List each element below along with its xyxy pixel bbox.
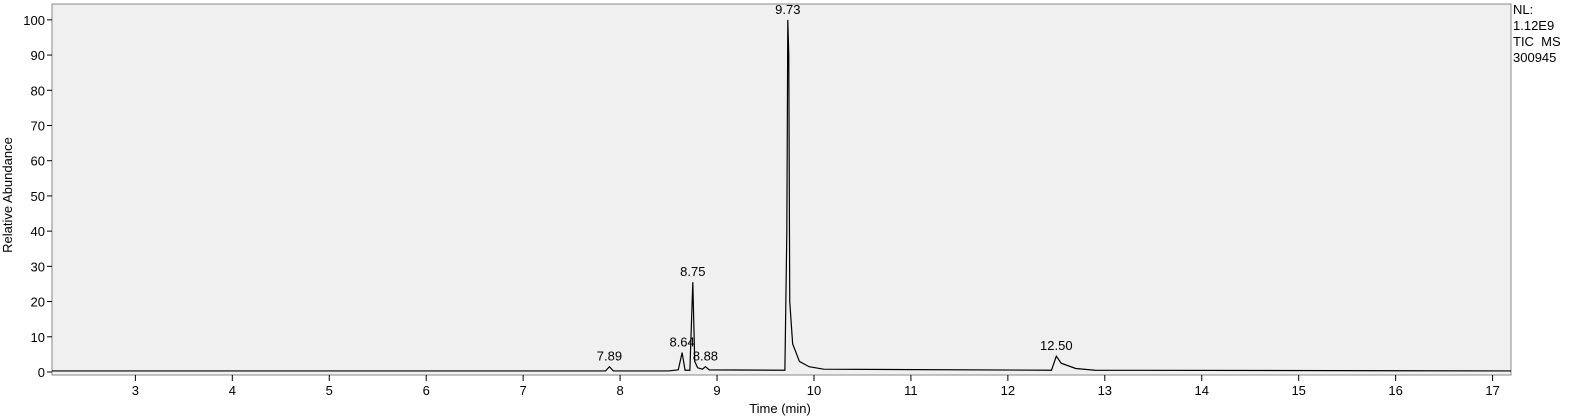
- x-tick-label: 13: [1098, 383, 1112, 398]
- x-tick-label: 5: [326, 383, 333, 398]
- x-tick-label: 8: [616, 383, 623, 398]
- y-tick-label: 50: [31, 189, 45, 204]
- peak-label: 8.64: [669, 335, 694, 350]
- peak-label: 8.75: [680, 264, 705, 279]
- y-tick-label: 30: [31, 259, 45, 274]
- x-tick-label: 6: [423, 383, 430, 398]
- info-text: TIC MS: [1513, 34, 1561, 49]
- x-tick-label: 17: [1485, 383, 1499, 398]
- y-tick-label: 40: [31, 224, 45, 239]
- trace: [52, 19, 1512, 372]
- peak-label: 12.50: [1040, 338, 1073, 353]
- x-tick-label: 14: [1195, 383, 1209, 398]
- x-tick-label: 7: [520, 383, 527, 398]
- y-tick-label: 60: [31, 154, 45, 169]
- plot-area: [51, 3, 1512, 376]
- peak-label: 9.73: [775, 2, 800, 17]
- info-text: 300945: [1513, 50, 1556, 65]
- y-tick-label: 80: [31, 83, 45, 98]
- info-text: NL:: [1513, 2, 1533, 17]
- y-tick-label: 70: [31, 118, 45, 133]
- x-tick-label: 3: [132, 383, 139, 398]
- x-tick-label: 15: [1291, 383, 1305, 398]
- y-tick-label: 90: [31, 48, 45, 63]
- y-tick-label: 0: [38, 365, 45, 380]
- x-tick-label: 11: [904, 383, 918, 398]
- x-tick-label: 12: [1001, 383, 1015, 398]
- x-axis-label: Time (min): [749, 401, 811, 416]
- x-tick-label: 16: [1388, 383, 1402, 398]
- x-tick-label: 4: [229, 383, 236, 398]
- y-tick-label: 10: [31, 330, 45, 345]
- x-tick-label: 9: [713, 383, 720, 398]
- y-tick-label: 100: [23, 13, 45, 28]
- peak-label: 7.89: [597, 349, 622, 364]
- peak-label: 8.88: [693, 349, 718, 364]
- y-axis-label: Relative Abundance: [0, 137, 15, 253]
- y-tick-label: 20: [31, 295, 45, 310]
- x-tick-label: 10: [807, 383, 821, 398]
- info-text: 1.12E9: [1513, 18, 1554, 33]
